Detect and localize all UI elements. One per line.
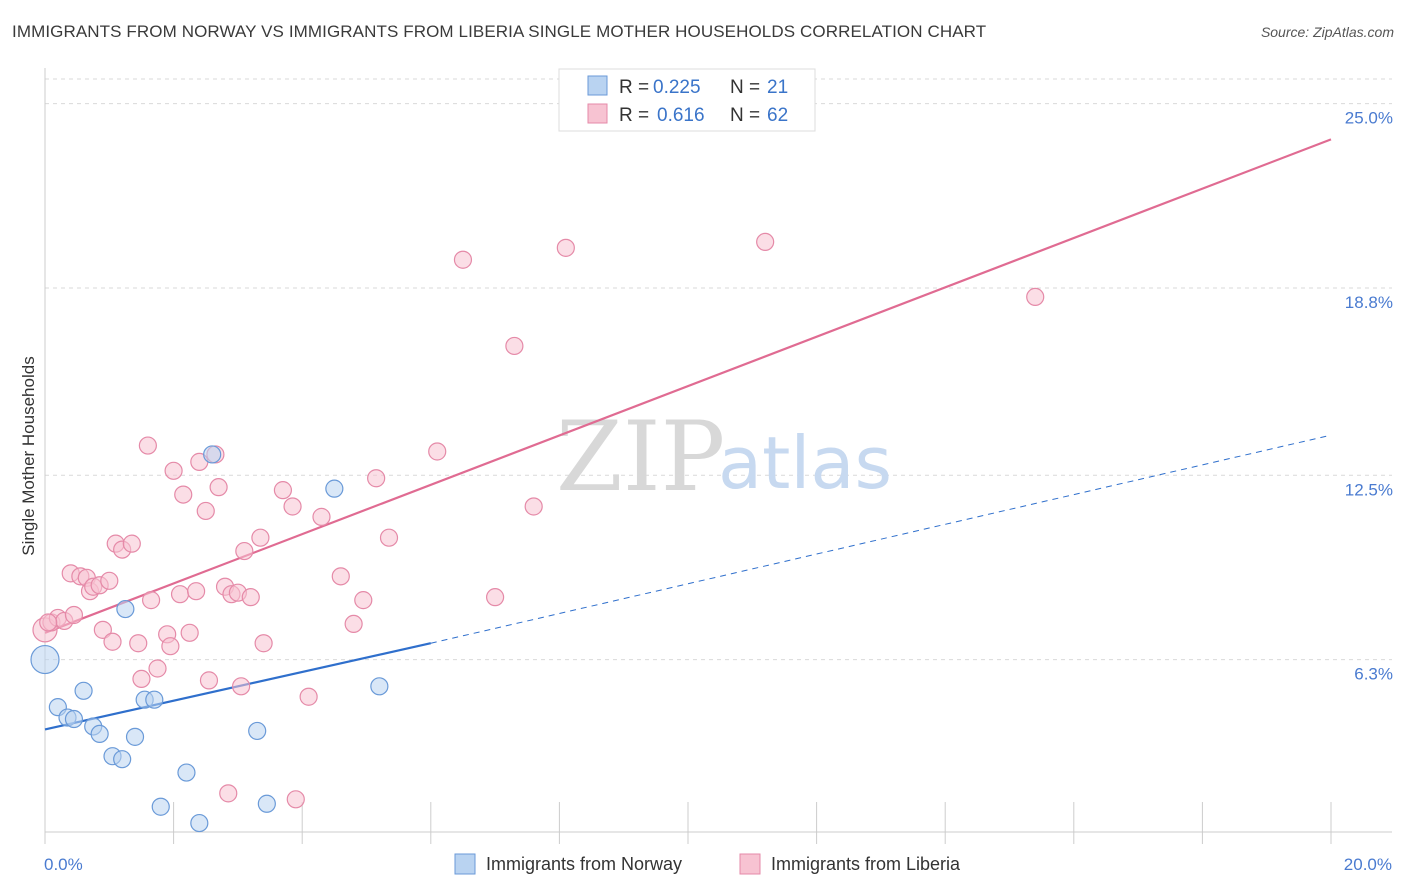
point-norway (30, 644, 60, 675)
point-norway (177, 763, 196, 782)
point-liberia (219, 784, 238, 803)
y-axis-label: Single Mother Households (19, 356, 38, 555)
point-liberia (161, 637, 180, 656)
point-liberia (241, 588, 260, 607)
point-liberia (180, 623, 199, 642)
point-liberia (505, 336, 524, 356)
point-liberia (93, 620, 112, 639)
point-norway (90, 724, 109, 743)
y-tick-label: 6.3% (1354, 665, 1393, 684)
point-norway (116, 599, 135, 619)
point-liberia (64, 605, 84, 625)
watermark-atlas: atlas (718, 421, 892, 505)
point-norway (190, 813, 209, 833)
y-tick-label: 25.0% (1345, 109, 1393, 128)
point-liberia (132, 669, 151, 689)
legend-r-value: 0.616 (657, 105, 705, 126)
point-norway (113, 750, 132, 769)
trend-line-liberia (44, 138, 1332, 634)
legend-r-label: R = (619, 77, 649, 98)
point-liberia (196, 501, 215, 521)
point-liberia (199, 671, 219, 690)
point-norway (151, 797, 170, 816)
point-liberia (367, 469, 386, 488)
point-liberia (129, 634, 148, 653)
watermark-zip: ZIP (556, 401, 725, 513)
point-liberia (428, 442, 447, 461)
legend-n-label: N = (730, 105, 760, 126)
point-liberia (556, 238, 575, 257)
axes (44, 68, 1392, 844)
point-liberia (174, 485, 193, 504)
legend-swatch-liberia (587, 103, 608, 124)
y-tick-label: 12.5% (1345, 480, 1393, 499)
tick-labels: 25.0% 18.8% 12.5% 6.3% 0.0% 20.0% (44, 109, 1393, 874)
point-liberia (312, 507, 331, 526)
point-norway (74, 681, 93, 700)
point-liberia (331, 567, 350, 586)
point-liberia (756, 232, 775, 252)
point-norway (370, 677, 389, 696)
point-liberia (39, 613, 58, 632)
point-liberia (232, 677, 251, 696)
point-liberia (283, 497, 302, 516)
data-points (30, 232, 1045, 833)
x-tick-label: 0.0% (44, 855, 83, 874)
point-liberia (138, 436, 157, 455)
legend-n-label: N = (730, 77, 760, 98)
point-liberia (148, 659, 167, 678)
point-norway (257, 794, 276, 813)
point-norway (64, 709, 84, 729)
point-liberia (486, 588, 505, 607)
point-liberia (453, 250, 473, 269)
point-liberia (141, 591, 161, 610)
point-norway (145, 690, 164, 709)
legend-label-liberia: Immigrants from Liberia (771, 854, 961, 874)
point-liberia (209, 478, 228, 497)
point-liberia (254, 634, 273, 653)
legend-r-label: R = (619, 105, 649, 126)
legend-n-value: 21 (767, 77, 788, 98)
legend-swatch-norway (454, 853, 476, 875)
series-legend: Immigrants from Norway Immigrants from L… (454, 853, 961, 875)
point-liberia (235, 541, 254, 561)
point-liberia (524, 497, 543, 516)
point-norway (248, 721, 267, 741)
legend-swatch-norway (587, 75, 608, 96)
point-liberia (100, 571, 119, 590)
point-liberia (379, 528, 399, 547)
point-liberia (251, 528, 270, 547)
point-liberia (273, 481, 293, 500)
point-liberia (354, 591, 373, 610)
source-credit: Source: ZipAtlas.com (1260, 24, 1394, 40)
point-liberia (299, 687, 318, 706)
correlation-legend: R = 0.225 N = 21 R = 0.616 N = 62 (558, 68, 816, 132)
legend-n-value: 62 (767, 105, 788, 126)
legend-r-value: 0.225 (653, 77, 701, 98)
point-norway (203, 445, 222, 464)
legend-label-norway: Immigrants from Norway (486, 854, 682, 874)
chart-title: IMMIGRANTS FROM NORWAY VS IMMIGRANTS FRO… (12, 22, 987, 41)
legend-swatch-liberia (739, 853, 761, 875)
point-liberia (344, 614, 363, 634)
point-liberia (103, 632, 122, 651)
x-tick-label: 20.0% (1344, 855, 1392, 874)
point-liberia (122, 534, 141, 553)
point-liberia (170, 585, 190, 604)
y-tick-label: 18.8% (1345, 293, 1393, 312)
point-liberia (1026, 287, 1045, 307)
point-liberia (187, 582, 206, 601)
point-liberia (286, 790, 305, 809)
point-norway (125, 727, 145, 746)
grid-lines (45, 78, 1392, 661)
point-liberia (164, 461, 183, 480)
point-norway (325, 479, 344, 498)
